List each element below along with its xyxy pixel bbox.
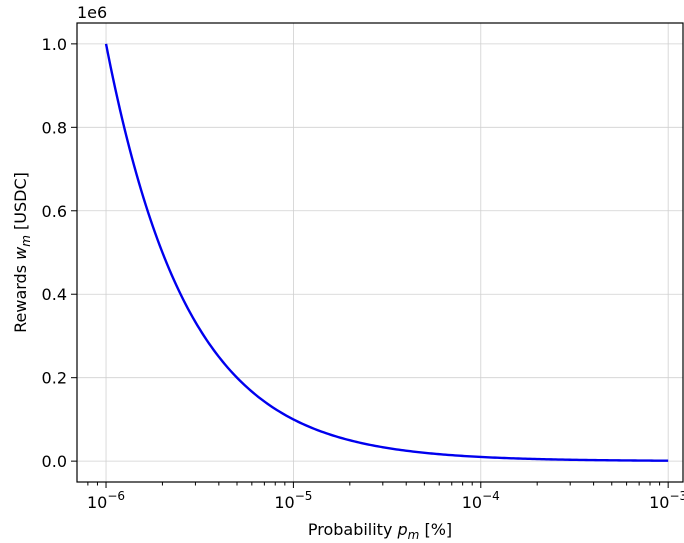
y-tick-label: 0.0: [42, 452, 67, 471]
x-tick-label-base: 10: [649, 493, 669, 512]
x-tick-label-base: 10: [462, 493, 482, 512]
x-axis-label-suffix: [%]: [419, 520, 452, 539]
series-line: [104, 43, 669, 462]
y-tick-label: 0.6: [42, 202, 67, 221]
y-tick-label: 0.2: [42, 369, 67, 388]
x-tick-label: 10−4: [462, 489, 500, 512]
y-axis-label-prefix: Rewards: [11, 260, 30, 333]
x-tick-label-exponent: −5: [295, 489, 313, 503]
x-axis-label: Probability pm [%]: [308, 520, 452, 542]
x-tick-label: 10−6: [87, 489, 125, 512]
plot-frame: [76, 22, 684, 483]
x-tick-label-base: 10: [87, 493, 107, 512]
y-tick-label: 0.4: [42, 285, 67, 304]
y-axis-label-var: w: [11, 246, 30, 260]
grid-layer: [77, 23, 683, 482]
y-axis-label-sub: m: [19, 235, 33, 247]
ticks-layer: 10−6 10−5 10−4 10−30.00.20.40.60.81.0: [42, 35, 684, 512]
x-tick-label: 10−3: [649, 489, 684, 512]
y-tick-label: 0.8: [42, 118, 67, 137]
y-tick-label: 1.0: [42, 35, 67, 54]
x-axis-label-var: p: [397, 520, 408, 539]
series-layer: [104, 43, 669, 462]
x-tick-label: 10−5: [274, 489, 312, 512]
x-tick-label-exponent: −3: [669, 489, 684, 503]
x-tick-label-exponent: −6: [107, 489, 125, 503]
x-axis-label-sub: m: [408, 528, 420, 542]
y-offset-label: 1e6: [77, 3, 107, 22]
x-tick-label-exponent: −4: [482, 489, 500, 503]
y-axis-label-suffix: [USDC]: [11, 172, 30, 235]
x-axis-label-prefix: Probability: [308, 520, 398, 539]
y-axis-label: Rewards wm [USDC]: [11, 172, 33, 333]
x-tick-label-base: 10: [274, 493, 294, 512]
